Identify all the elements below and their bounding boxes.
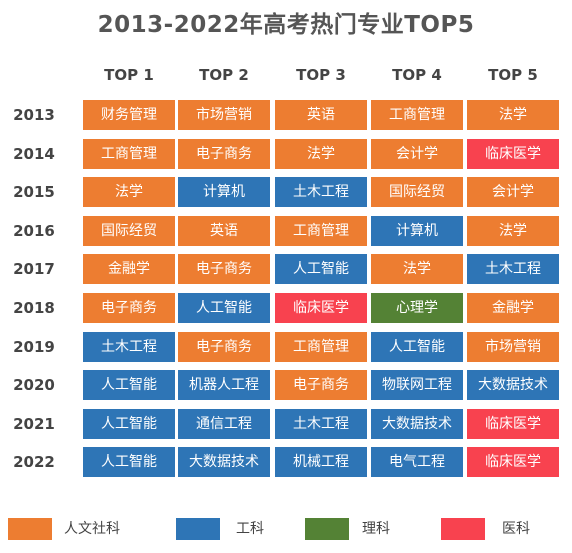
major-cell: 人工智能 [83, 370, 175, 400]
major-cell: 法学 [467, 216, 559, 246]
major-cell: 金融学 [467, 293, 559, 323]
major-cell: 英语 [275, 100, 367, 130]
year-label: 2017 [13, 260, 55, 278]
major-cell: 电子商务 [178, 332, 270, 362]
major-cell: 机器人工程 [178, 370, 270, 400]
legend-swatch [305, 518, 349, 540]
column-header: TOP 5 [488, 66, 538, 84]
chart-title: 2013-2022年高考热门专业TOP5 [97, 12, 475, 38]
major-cell: 会计学 [467, 177, 559, 207]
column-header: TOP 4 [392, 66, 442, 84]
major-cell: 法学 [275, 139, 367, 169]
major-cell: 法学 [467, 100, 559, 130]
column-header: TOP 1 [104, 66, 154, 84]
major-cell: 电子商务 [275, 370, 367, 400]
major-cell: 大数据技术 [371, 409, 463, 439]
major-cell: 国际经贸 [371, 177, 463, 207]
major-cell: 市场营销 [467, 332, 559, 362]
major-cell: 法学 [371, 254, 463, 284]
major-cell: 电子商务 [83, 293, 175, 323]
legend-label: 理科 [362, 521, 390, 537]
year-label: 2022 [13, 453, 55, 471]
legend-label: 医科 [502, 521, 530, 537]
legend-swatch [176, 518, 220, 540]
major-cell: 金融学 [83, 254, 175, 284]
major-cell: 临床医学 [467, 447, 559, 477]
major-cell: 工商管理 [275, 332, 367, 362]
major-cell: 土木工程 [275, 409, 367, 439]
year-label: 2020 [13, 376, 55, 394]
year-label: 2016 [13, 222, 55, 240]
year-label: 2019 [13, 338, 55, 356]
major-cell: 工商管理 [83, 139, 175, 169]
major-cell: 临床医学 [467, 139, 559, 169]
major-cell: 心理学 [371, 293, 463, 323]
major-cell: 大数据技术 [467, 370, 559, 400]
major-cell: 人工智能 [275, 254, 367, 284]
major-cell: 法学 [83, 177, 175, 207]
legend-swatch [8, 518, 52, 540]
major-cell: 市场营销 [178, 100, 270, 130]
column-header: TOP 3 [296, 66, 346, 84]
year-label: 2014 [13, 145, 55, 163]
column-header: TOP 2 [199, 66, 249, 84]
major-cell: 电子商务 [178, 254, 270, 284]
major-cell: 机械工程 [275, 447, 367, 477]
year-label: 2018 [13, 299, 55, 317]
major-cell: 物联网工程 [371, 370, 463, 400]
major-cell: 计算机 [178, 177, 270, 207]
major-cell: 临床医学 [467, 409, 559, 439]
major-cell: 会计学 [371, 139, 463, 169]
major-cell: 工商管理 [371, 100, 463, 130]
major-cell: 英语 [178, 216, 270, 246]
legend-label: 人文社科 [64, 521, 120, 537]
major-cell: 临床医学 [275, 293, 367, 323]
major-cell: 计算机 [371, 216, 463, 246]
major-cell: 土木工程 [275, 177, 367, 207]
major-cell: 国际经贸 [83, 216, 175, 246]
major-cell: 人工智能 [83, 409, 175, 439]
major-cell: 土木工程 [467, 254, 559, 284]
major-cell: 通信工程 [178, 409, 270, 439]
major-cell: 财务管理 [83, 100, 175, 130]
major-cell: 人工智能 [178, 293, 270, 323]
major-cell: 土木工程 [83, 332, 175, 362]
year-label: 2013 [13, 106, 55, 124]
major-cell: 电子商务 [178, 139, 270, 169]
major-cell: 人工智能 [83, 447, 175, 477]
year-label: 2021 [13, 415, 55, 433]
major-cell: 电气工程 [371, 447, 463, 477]
legend-swatch [441, 518, 485, 540]
major-cell: 人工智能 [371, 332, 463, 362]
major-cell: 工商管理 [275, 216, 367, 246]
legend-label: 工科 [236, 521, 264, 537]
major-cell: 大数据技术 [178, 447, 270, 477]
year-label: 2015 [13, 183, 55, 201]
